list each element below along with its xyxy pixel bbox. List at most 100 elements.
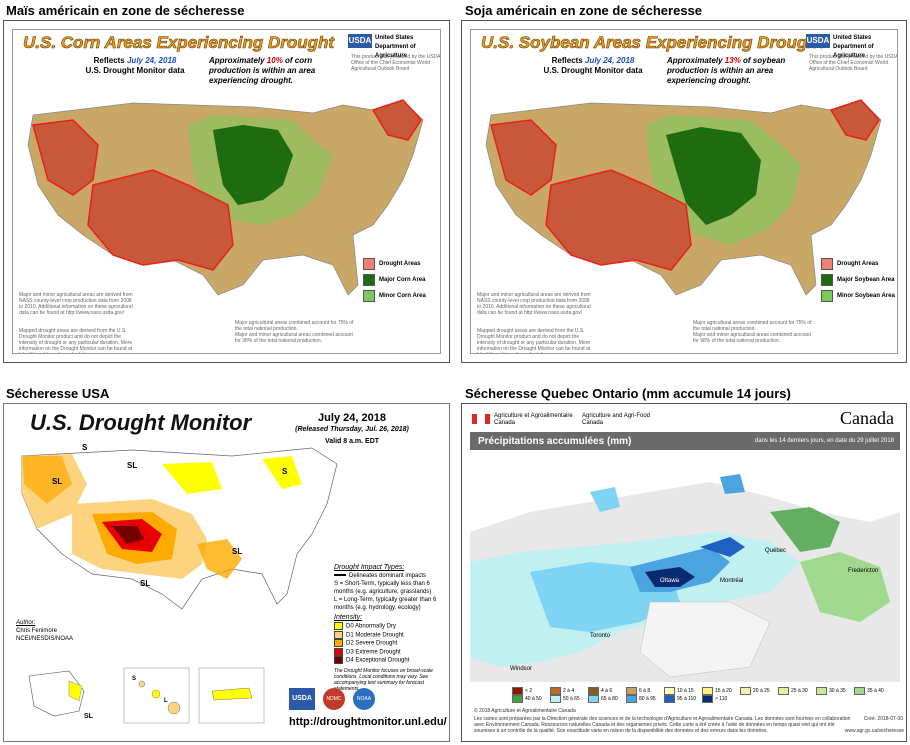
ca-legend-item: 95 à 110 (664, 695, 702, 703)
ca-legend-item: 80 à 95 (626, 695, 664, 703)
dm-inset-maps: SL S L (28, 667, 265, 724)
dm-intensity-head: Intensity: (334, 614, 363, 621)
dm-puertorico-island (211, 687, 253, 701)
dm-logos: USDA NDMC NOAA (289, 688, 375, 710)
dm-label-s-2: S (282, 467, 288, 476)
canada-created: Créé: 2018-07-30 (863, 716, 903, 722)
soy-us-map (485, 99, 882, 296)
dm-org: NCEI/NESDIS/NOAA (16, 636, 74, 642)
usda-logo: USDA (806, 34, 830, 48)
dm-label-s-1: S (82, 444, 88, 452)
city-quebec: Québec (765, 548, 786, 554)
ca-legend-item: 40 à 50 (512, 695, 550, 703)
dm-date: July 24, 2018 (318, 412, 386, 424)
canada-zone-north-2 (720, 474, 745, 494)
dm-alaska-d0 (68, 680, 83, 702)
ca-legend-item: 25 à 30 (778, 687, 816, 695)
soy-note-left2: Mapped drought areas are derived from th… (477, 328, 591, 353)
dm-label-sl-2: SL (127, 461, 137, 470)
canada-precip-map: Ottawa Montréal Québec Toronto Windsor F… (470, 452, 900, 682)
city-toronto: Toronto (590, 633, 611, 639)
usda-logo: USDA (348, 34, 372, 48)
soy-map-approx: Approximately 13% of soybean production … (667, 56, 786, 85)
canada-title-bar: Précipitations accumulées (mm) dans les … (470, 432, 900, 450)
ca-legend-item: 10 à 15 (664, 687, 702, 695)
canada-legend: < 2 2 à 4 4 à 6 6 à 8 10 à 15 15 à 20 20… (512, 687, 894, 703)
corn-drought-northeast (371, 99, 422, 141)
dm-author-block: Author: Chris Fenimore NCEI/NESDIS/NOAA (16, 619, 73, 643)
ca-legend-item: 15 à 20 (702, 687, 740, 695)
canada-zone-95-110 (700, 537, 745, 557)
ca-legend-item: 6 à 8 (626, 687, 664, 695)
soy-map-panel: U.S. Soybean Areas Experiencing Drought … (461, 20, 907, 363)
soy-percent: 13% (724, 56, 741, 65)
dm-label-sl-3: SL (232, 547, 242, 556)
canada-zone-40-50 (770, 507, 840, 552)
dm-s-def: S = Short-Term, typically less than 6 mo… (334, 581, 432, 595)
dm-author-head: Author: (16, 620, 36, 626)
city-ottawa: Ottawa (660, 578, 680, 584)
corn-note-left2: Mapped drought areas are derived from th… (19, 328, 133, 353)
corn-note-left: Major and minor agricultural areas are d… (19, 292, 133, 316)
dm-d2-texas (197, 539, 242, 579)
soy-major-area (666, 127, 761, 225)
ca-legend-item: 35 à 40 (854, 687, 892, 695)
dm-impact-line: Delineates dominant impacts (334, 572, 446, 580)
dm-url[interactable]: http://droughtmonitor.unl.edu/ (289, 716, 447, 728)
ca-legend-item: < 2 (512, 687, 550, 695)
ca-legend-item: 50 à 65 (550, 695, 588, 703)
soy-legend: Drought Areas Major Soybean Area Minor S… (821, 258, 895, 306)
corn-legend-drought: Drought Areas (363, 258, 426, 270)
soy-stat1: Major agricultural areas combined accoun… (693, 320, 812, 332)
quebec-caption: Sécheresse Quebec Ontario (mm accumule 1… (465, 386, 791, 401)
corn-drought-west (32, 119, 99, 196)
city-montreal: Montréal (720, 578, 743, 584)
corn-stat1: Major agricultural areas combined accoun… (235, 320, 354, 332)
canada-zone-north-1 (590, 487, 620, 512)
ca-legend-item: > 110 (702, 695, 740, 703)
canada-map-panel: Agriculture et Agroalimentaire Canada Ag… (461, 403, 907, 742)
dm-d4-southwest (112, 526, 144, 544)
ca-legend-item: 2 à 4 (550, 687, 588, 695)
dm-label-sl-4: SL (140, 579, 150, 588)
corn-us-map (13, 99, 424, 296)
canada-title: Précipitations accumulées (mm) (478, 436, 632, 447)
soy-drought-southwest (545, 169, 692, 271)
dm-impact-head: Drought Impact Types: (334, 564, 405, 571)
soy-usda-block: USDA United States Department of Agricult… (806, 34, 874, 59)
canada-zone-gt110 (645, 567, 695, 587)
canada-site[interactable]: www.agr.gc.ca/secheresse (844, 728, 904, 734)
corn-percent: 10% (266, 56, 283, 65)
corn-map-approx: Approximately 10% of corn production is … (209, 56, 316, 85)
dm-intensity-d3: D3 Extreme Drought (334, 647, 446, 657)
corn-legend-minor: Minor Corn Area (363, 290, 426, 302)
dept-fr: Agriculture et Agroalimentaire Canada (494, 413, 573, 426)
soy-note-left: Major and minor agricultural areas are d… (477, 292, 591, 316)
dm-intensity-d2: D2 Severe Drought (334, 639, 446, 648)
dm-legend: Drought Impact Types: Delineates dominan… (334, 564, 446, 692)
dm-hawaii-island-1 (138, 680, 146, 688)
soy-legend-minor: Minor Soybean Area (821, 290, 895, 302)
soy-drought-northeast (829, 99, 880, 141)
corn-usda-block: USDA United States Department of Agricult… (348, 34, 416, 59)
dm-label-l-hawaii: L (164, 698, 168, 704)
canada-flag-icon (472, 414, 490, 424)
drought-caption: Sécheresse USA (6, 386, 110, 401)
soy-map-frame: U.S. Soybean Areas Experiencing Drought … (470, 29, 898, 354)
corn-drought-southwest (87, 169, 234, 271)
canada-zone-35-40 (800, 552, 890, 622)
canada-copyright: © 2018 Agriculture et Agroalimentaire Ca… (474, 708, 576, 714)
corn-map-frame: U.S. Corn Areas Experiencing Drought Ref… (12, 29, 441, 354)
corn-map-panel: U.S. Corn Areas Experiencing Drought Ref… (3, 20, 450, 363)
dm-hawaii-island-3 (167, 701, 181, 715)
drought-monitor-panel: U.S. Drought Monitor July 24, 2018 (Rele… (3, 403, 450, 742)
soy-caption: Soja américain en zone de sécheresse (465, 3, 703, 18)
dm-valid: Valid 8 a.m. EDT (324, 438, 380, 445)
dm-us-map: SL SL S SL SL S (21, 444, 338, 610)
dept-en: Agriculture and Agri-Food Canada (582, 413, 651, 426)
dm-label-s-hawaii: S (132, 676, 136, 682)
dm-focus-note: The Drought Monitor focuses on broad-sca… (334, 667, 433, 692)
dm-intensity-d4: D4 Exceptional Drought (334, 656, 446, 665)
soy-map-reflects: Reflects July 24, 2018 U.S. Drought Moni… (543, 56, 643, 75)
city-fredericton: Fredericton (848, 568, 878, 574)
